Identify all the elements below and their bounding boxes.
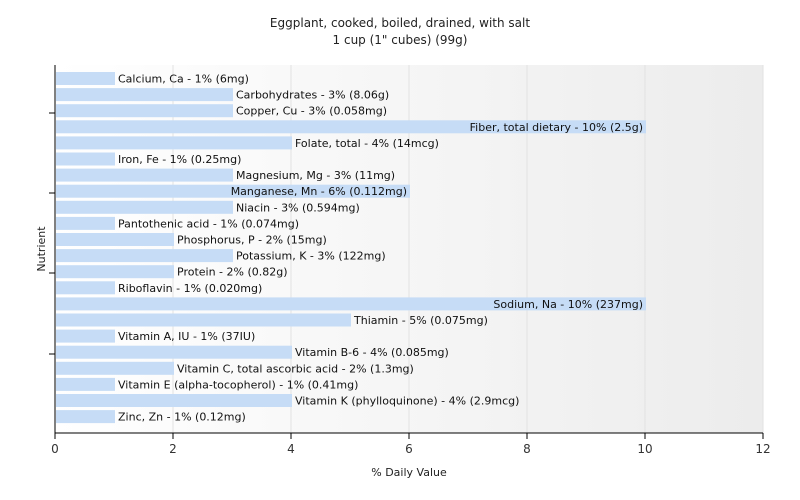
bar bbox=[56, 216, 115, 230]
bar bbox=[56, 72, 115, 85]
chart-subtitle: 1 cup (1" cubes) (99g) bbox=[333, 33, 468, 47]
x-axis-title: % Daily Value bbox=[371, 466, 447, 479]
bar-label: Pantothenic acid - 1% (0.074mg) bbox=[118, 217, 299, 230]
y-axis-title: Nutrient bbox=[35, 226, 48, 272]
bar bbox=[56, 361, 174, 375]
bars: Calcium, Ca - 1% (6mg) Carbohydrates - 3%… bbox=[56, 72, 646, 424]
bar bbox=[56, 88, 233, 102]
bar-label: Sodium, Na - 10% (237mg) bbox=[493, 298, 643, 311]
axes: 0 2 4 6 8 10 12 bbox=[49, 65, 771, 456]
bar-label: Copper, Cu - 3% (0.058mg) bbox=[236, 105, 387, 118]
bar-label: Thiamin - 5% (0.075mg) bbox=[353, 314, 488, 327]
bar-label: Vitamin K (phylloquinone) - 4% (2.9mcg) bbox=[295, 395, 519, 408]
bar bbox=[56, 410, 115, 424]
bar-label: Manganese, Mn - 6% (0.112mg) bbox=[231, 185, 407, 198]
bar-label: Calcium, Ca - 1% (6mg) bbox=[118, 73, 249, 86]
bar bbox=[56, 329, 115, 343]
bar-label: Fiber, total dietary - 10% (2.5g) bbox=[470, 121, 643, 134]
bar bbox=[56, 394, 292, 407]
bar bbox=[56, 249, 233, 263]
bar-label: Magnesium, Mg - 3% (11mg) bbox=[236, 169, 395, 182]
bar bbox=[56, 297, 646, 311]
bar-label: Vitamin C, total ascorbic acid - 2% (1.3… bbox=[177, 362, 414, 375]
bar bbox=[56, 281, 115, 295]
bar bbox=[56, 345, 292, 359]
x-tick-label: 6 bbox=[405, 442, 413, 456]
x-tick-label: 0 bbox=[51, 442, 59, 456]
bar bbox=[56, 313, 351, 327]
x-tick-label: 2 bbox=[169, 442, 177, 456]
bar-label: Vitamin E (alpha-tocopherol) - 1% (0.41m… bbox=[118, 378, 358, 391]
bar bbox=[56, 200, 233, 214]
bar bbox=[56, 233, 174, 246]
x-tick-label: 4 bbox=[287, 442, 295, 456]
bar-label: Vitamin B-6 - 4% (0.085mg) bbox=[295, 346, 449, 359]
bar-label: Carbohydrates - 3% (8.06g) bbox=[236, 89, 389, 102]
bar bbox=[56, 168, 233, 182]
bar-label: Zinc, Zn - 1% (0.12mg) bbox=[118, 411, 246, 424]
bar bbox=[56, 136, 292, 150]
bar bbox=[56, 152, 115, 166]
bar-label: Riboflavin - 1% (0.020mg) bbox=[118, 282, 262, 295]
x-tick-label: 8 bbox=[523, 442, 531, 456]
bar-label: Vitamin A, IU - 1% (37IU) bbox=[118, 330, 255, 343]
bar bbox=[56, 265, 174, 279]
bar-label: Niacin - 3% (0.594mg) bbox=[236, 201, 360, 214]
x-tick-label: 12 bbox=[755, 442, 770, 456]
bar-label: Protein - 2% (0.82g) bbox=[177, 266, 288, 279]
bar bbox=[56, 184, 410, 198]
bar-label: Phosphorus, P - 2% (15mg) bbox=[177, 234, 327, 247]
bar-label: Iron, Fe - 1% (0.25mg) bbox=[118, 153, 241, 166]
bar-label: Potassium, K - 3% (122mg) bbox=[236, 250, 386, 263]
bar bbox=[56, 120, 646, 134]
bar bbox=[56, 104, 233, 118]
chart-title: Eggplant, cooked, boiled, drained, with … bbox=[270, 16, 530, 30]
bar-label: Folate, total - 4% (14mcg) bbox=[295, 137, 439, 150]
bar bbox=[56, 377, 115, 391]
x-tick-label: 10 bbox=[637, 442, 652, 456]
